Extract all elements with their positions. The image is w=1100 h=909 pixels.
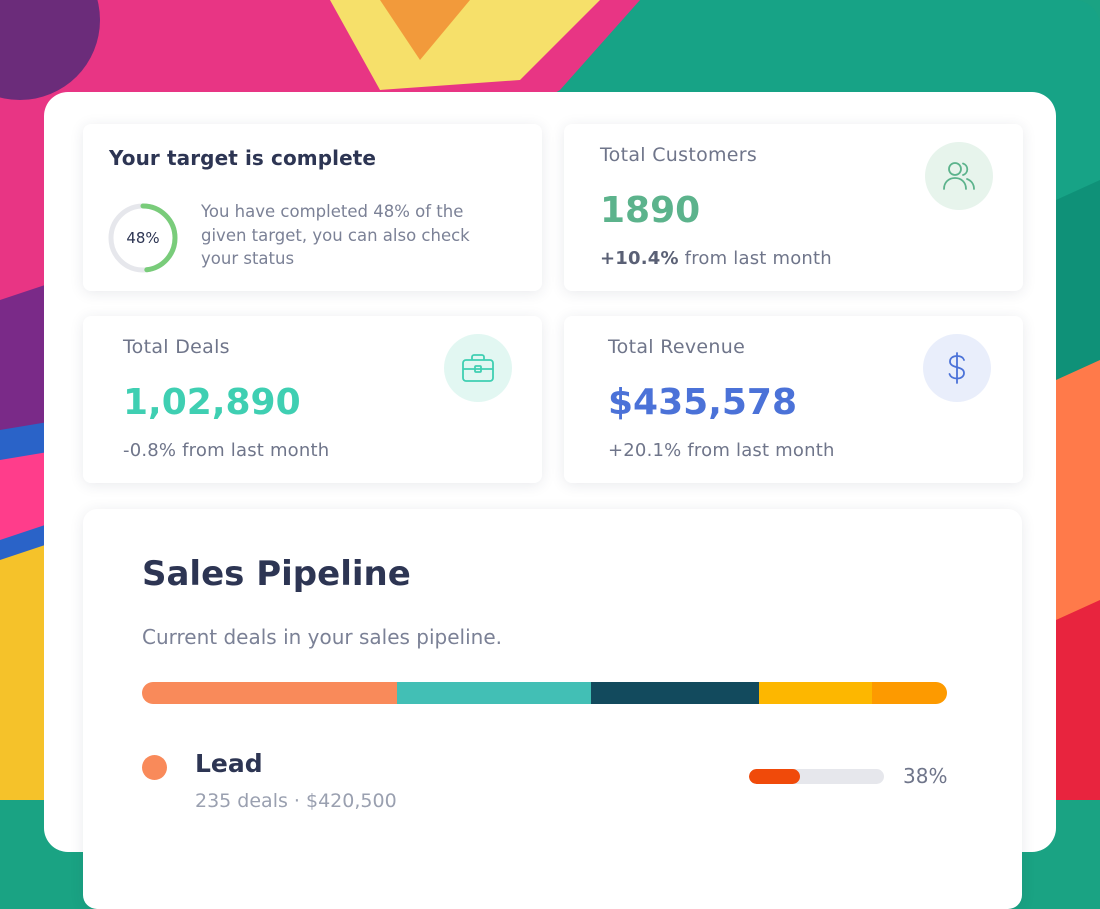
- pipeline-segment-3: [591, 682, 760, 704]
- revenue-card: Total Revenue $435,578 +20.1% from last …: [564, 316, 1023, 483]
- customers-card: Total Customers 1890 +10.4% from last mo…: [564, 124, 1023, 291]
- lead-progress-fill: [749, 769, 801, 784]
- deals-change: -0.8% from last month: [123, 440, 330, 461]
- pipeline-stacked-bar: [142, 682, 947, 704]
- target-progress-ring: [108, 203, 178, 273]
- customers-label: Total Customers: [600, 144, 758, 166]
- target-title: Your target is complete: [109, 146, 377, 170]
- revenue-change: +20.1% from last month: [608, 440, 835, 461]
- dollar-icon: [923, 334, 991, 402]
- customers-change: +10.4% from last month: [600, 248, 832, 269]
- lead-stage-detail: 235 deals · $420,500: [195, 790, 397, 812]
- lead-stage-name: Lead: [195, 749, 263, 778]
- pipeline-subtitle: Current deals in your sales pipeline.: [142, 625, 502, 649]
- briefcase-icon: [444, 334, 512, 402]
- lead-progress-bar: [749, 769, 884, 784]
- pipeline-segment-1: [142, 682, 398, 704]
- sales-pipeline-card: Sales Pipeline Current deals in your sal…: [83, 509, 1022, 909]
- customers-value: 1890: [600, 190, 701, 231]
- target-card: Your target is complete 48% You have com…: [83, 124, 542, 291]
- customers-change-text: from last month: [678, 248, 832, 269]
- deals-value: 1,02,890: [123, 382, 301, 423]
- customers-change-value: +10.4%: [600, 248, 679, 269]
- deals-card: Total Deals 1,02,890 -0.8% from last mon…: [83, 316, 542, 483]
- pipeline-segment-2: [397, 682, 592, 704]
- target-progress-label: 48%: [126, 229, 160, 247]
- revenue-label: Total Revenue: [608, 336, 746, 358]
- target-description: You have completed 48% of the given targ…: [201, 202, 470, 268]
- deals-label: Total Deals: [123, 336, 230, 358]
- users-icon: [925, 142, 993, 210]
- pipeline-segment-4: [759, 682, 873, 704]
- lead-percent: 38%: [903, 764, 948, 788]
- dashboard-panel: Your target is complete 48% You have com…: [44, 92, 1056, 909]
- pipeline-title: Sales Pipeline: [142, 554, 411, 594]
- lead-color-dot: [142, 755, 167, 780]
- revenue-value: $435,578: [608, 382, 798, 423]
- pipeline-segment-5: [872, 682, 947, 704]
